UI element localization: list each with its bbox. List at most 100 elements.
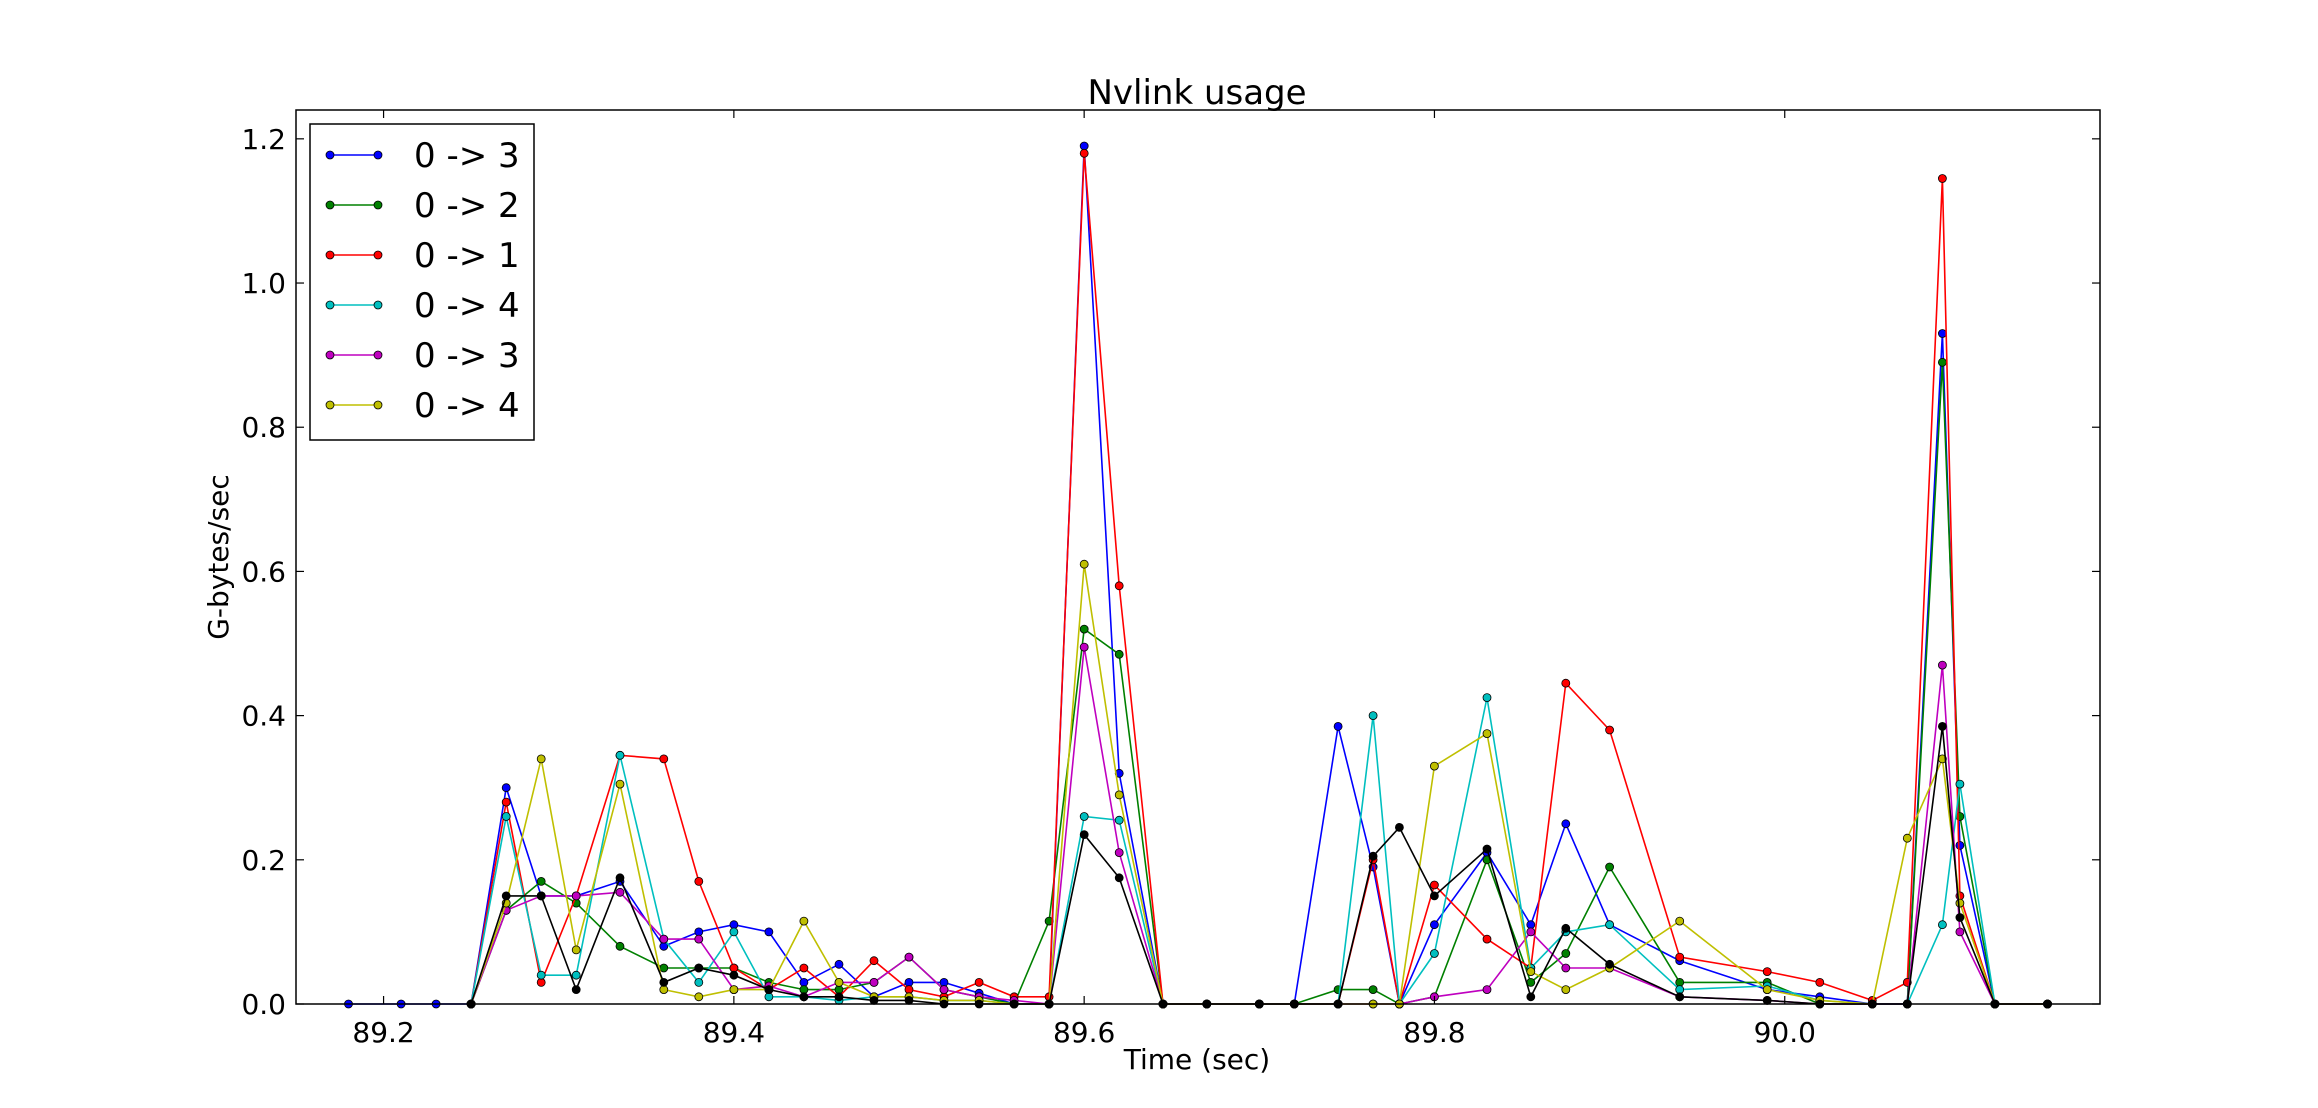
data-point [869,996,879,1005]
data-point [1675,992,1685,1002]
data-point [1079,559,1089,569]
x-tick-label: 89.6 [1053,1016,1115,1049]
legend-label-2: 0 -> 1 [414,236,520,276]
legend-marker [325,300,335,310]
legend-marker [373,250,383,260]
data-point [729,963,739,973]
data-point [1938,660,1947,670]
data-point [1114,581,1124,591]
data-point [1526,920,1536,930]
data-point [1482,934,1492,944]
data-point [1430,920,1439,930]
data-point [729,970,739,980]
data-point [501,797,511,807]
data-point [1605,725,1614,735]
plot-frame [295,109,2101,1005]
data-point [1955,779,1965,789]
legend-marker [325,250,335,260]
data-point [571,985,581,994]
data-point [1675,985,1685,994]
data-point [694,978,704,987]
data-point [1368,851,1378,861]
data-point [869,978,879,987]
data-point [729,927,739,937]
data-point [1368,985,1378,994]
data-point [799,985,809,994]
data-point [799,963,809,973]
data-point [536,891,546,901]
data-point [1955,927,1965,937]
data-point [729,920,739,930]
data-point [1044,916,1054,926]
data-point [1079,148,1089,158]
data-point [1482,844,1492,854]
data-point [1561,949,1571,958]
data-point [1395,823,1404,832]
data-point [729,985,739,994]
data-point [659,978,669,987]
data-point [1938,329,1947,338]
data-point [1079,830,1089,839]
y-tick-label: 1.2 [241,123,286,156]
data-point [571,945,581,955]
data-point [536,978,546,987]
data-point [1526,992,1536,1002]
data-point [1526,927,1536,937]
data-point [1430,949,1439,958]
legend-marker [373,400,383,410]
legend-label-4: 0 -> 3 [414,336,520,376]
x-tick-label: 90.0 [1754,1016,1816,1049]
data-point [1605,959,1614,969]
data-point [659,934,669,944]
data-point [764,992,774,1002]
data-point [1114,815,1124,825]
data-point [694,934,704,944]
data-point [1955,898,1965,908]
data-point [615,779,625,789]
data-point [1955,913,1965,922]
data-point [1114,790,1124,800]
x-axis: 89.2 89.4 89.6 89.8 90.0 [352,110,1816,1049]
y-tick-label: 0.4 [241,700,286,733]
y-tick-label: 0.8 [241,411,286,444]
legend-label-1: 0 -> 2 [414,186,520,226]
data-point [764,927,774,937]
data-point [571,891,581,901]
data-point [615,750,625,760]
data-point [1815,978,1825,987]
data-point [1333,722,1343,731]
data-point [1561,678,1571,688]
data-point [799,916,809,926]
legend-marker [373,150,383,160]
legend-box [309,123,535,441]
data-point [974,978,984,987]
y-tick-label: 0.0 [241,988,286,1021]
data-point [799,992,809,1002]
data-point [1938,722,1947,731]
data-point [1430,880,1439,890]
data-point [1114,848,1124,857]
data-point [1482,985,1492,994]
data-point [1762,985,1772,994]
data-point [1902,833,1912,843]
data-point [904,985,914,994]
legend-marker [373,300,383,310]
data-point [694,963,704,973]
data-point [536,970,546,980]
data-point [904,996,914,1005]
data-point [536,877,546,886]
data-point [834,978,844,987]
data-point [1955,841,1965,850]
legend-marker [373,350,383,360]
legend-label-0: 0 -> 3 [414,136,520,176]
x-tick-label: 89.8 [1403,1016,1465,1049]
data-point [615,887,625,897]
legend-marker [325,150,335,160]
data-point [869,956,879,966]
legend-label-5: 0 -> 4 [414,386,520,426]
data-point [1079,624,1089,634]
y-axis-label: G-bytes/sec [202,474,235,640]
data-point [1561,963,1571,973]
data-point [694,877,704,886]
data-point [1114,649,1124,659]
